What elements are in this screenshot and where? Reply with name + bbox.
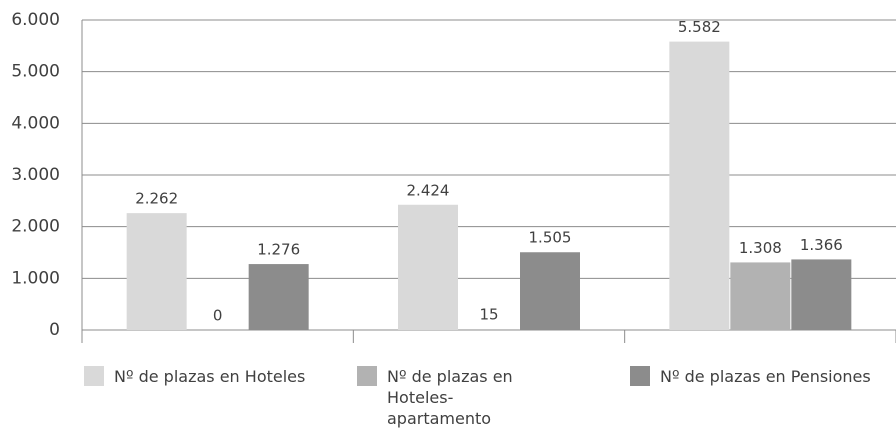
bar: [248, 264, 309, 330]
y-tick-label: 3.000: [11, 165, 60, 185]
legend-label: Nº de plazas en Hoteles-apartamento: [387, 367, 513, 428]
y-tick-label: 5.000: [11, 62, 60, 82]
value-label: 0: [213, 307, 223, 325]
bar: [126, 213, 187, 330]
y-tick-label: 0: [49, 320, 60, 340]
y-tick-label: 2.000: [11, 217, 60, 237]
bar: [791, 259, 852, 330]
legend-swatch: [630, 366, 650, 386]
value-label: 1.505: [529, 229, 572, 247]
legend-label: Nº de plazas en Hoteles: [114, 367, 306, 386]
legend-swatch: [357, 366, 377, 386]
legend-swatch: [84, 366, 104, 386]
legend-label: Nº de plazas en Pensiones: [660, 367, 871, 386]
value-label: 15: [479, 306, 498, 324]
value-label: 1.276: [257, 241, 300, 259]
chart: 0 1.000 2.000 3.000 4.000 5.000 6.000 2.262 2.42…: [11, 10, 896, 343]
value-label: 1.308: [739, 239, 782, 257]
bar: [520, 252, 580, 330]
bar: [459, 329, 519, 330]
y-tick-label: 6.000: [11, 10, 60, 30]
value-label: 5.582: [678, 18, 721, 36]
page: 0 1.000 2.000 3.000 4.000 5.000 6.000 2.262 2.42…: [11, 10, 896, 428]
bar: [730, 262, 791, 330]
y-tick-label: 4.000: [11, 113, 60, 133]
bar: [398, 204, 458, 330]
legend-item: Nº de plazas en Hoteles: [84, 366, 305, 387]
legend-item: Nº de plazas en Hoteles-apartamento: [357, 366, 557, 429]
value-label: 2.424: [407, 181, 450, 199]
value-label: 2.262: [135, 190, 178, 208]
y-tick-label: 1.000: [11, 268, 60, 288]
value-label: 1.366: [800, 236, 843, 254]
legend-item: Nº de plazas en Pensiones: [630, 366, 871, 387]
bar: [669, 41, 730, 330]
